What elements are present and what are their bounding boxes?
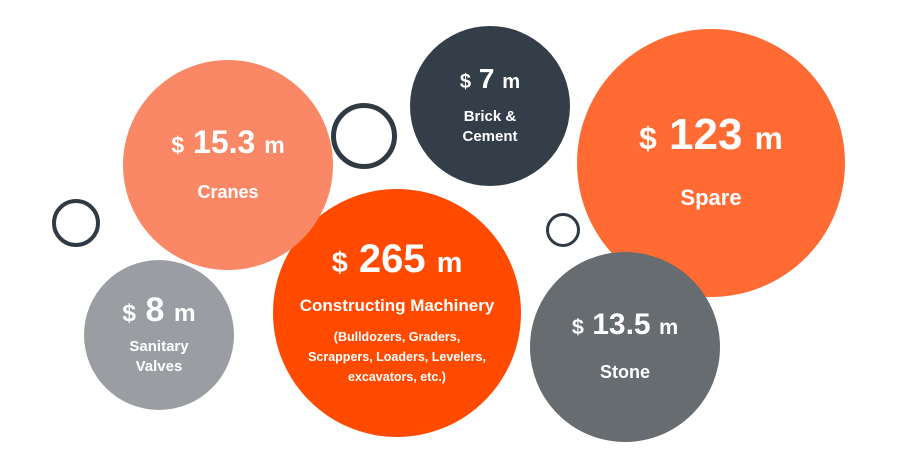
value-unit: m <box>436 246 463 279</box>
bubble-label-stone: Stone <box>600 360 650 384</box>
bubble-label-line: Cement <box>462 128 518 145</box>
value-unit: m <box>754 120 783 157</box>
bubble-constructing-machinery: $ 265 m Constructing Machinery (Bulldozers… <box>273 189 521 437</box>
bubble-value-spare: $ 123 m <box>639 113 783 157</box>
bubble-brick-cement: $ 7 m Brick & Cement <box>410 26 570 186</box>
value-unit: m <box>264 131 285 158</box>
currency-symbol: $ <box>459 70 472 93</box>
bubble-cranes: $ 15.3 m Cranes <box>123 60 333 270</box>
value-number: 123 <box>656 110 755 160</box>
bubble-label-line: Valves <box>135 358 183 375</box>
currency-symbol: $ <box>171 131 185 158</box>
bubble-sublabel-line: excavators, etc.) <box>348 370 446 385</box>
value-number: 7 <box>471 62 503 94</box>
value-number: 265 <box>347 236 437 281</box>
currency-symbol: $ <box>331 246 348 279</box>
bubble-label-line: Sanitary <box>129 337 189 355</box>
bubble-value-brick-cement: $ 7 m <box>459 62 521 94</box>
value-number: 8 <box>136 290 174 329</box>
bubble-label-spare: Spare <box>680 183 741 213</box>
value-unit: m <box>502 70 521 93</box>
bubble-label-constructing-machinery: Constructing Machinery <box>300 295 495 318</box>
decorative-ring-1 <box>331 103 397 169</box>
bubble-label-line: Stone <box>599 361 650 382</box>
currency-symbol: $ <box>122 299 137 327</box>
bubble-label-sanitary-valves: Sanitary Valves <box>129 337 188 378</box>
decorative-ring-3 <box>546 213 580 247</box>
bubble-label-line: Brick & <box>463 107 517 125</box>
currency-symbol: $ <box>639 120 657 157</box>
bubble-label-line: Spare <box>680 185 742 211</box>
bubble-sanitary-valves: $ 8 m Sanitary Valves <box>84 260 234 410</box>
decorative-ring-2 <box>52 199 100 247</box>
bubble-value-constructing-machinery: $ 265 m <box>332 239 463 279</box>
bubble-value-sanitary-valves: $ 8 m <box>122 293 195 327</box>
bubble-sublabel-constructing-machinery: (Bulldozers, Graders, Scrappers, Loaders,… <box>308 327 486 387</box>
bubble-label-brick-cement: Brick & Cement <box>462 107 517 148</box>
bubble-sublabel-line: Scrappers, Loaders, Levelers, <box>308 350 486 365</box>
value-unit: m <box>173 299 196 327</box>
currency-symbol: $ <box>571 313 584 339</box>
bubble-sublabel-line: (Bulldozers, Graders, <box>333 330 461 345</box>
bubble-label-line: Constructing Machinery <box>299 295 495 315</box>
bubble-value-cranes: $ 15.3 m <box>171 126 284 158</box>
bubble-label-cranes: Cranes <box>197 180 258 204</box>
value-number: 15.3 <box>184 123 265 160</box>
bubble-label-line: Cranes <box>197 181 259 202</box>
bubble-value-stone: $ 13.5 m <box>571 307 679 341</box>
bubble-stone: $ 13.5 m Stone <box>530 252 720 442</box>
value-number: 13.5 <box>583 307 659 341</box>
value-unit: m <box>658 313 679 339</box>
